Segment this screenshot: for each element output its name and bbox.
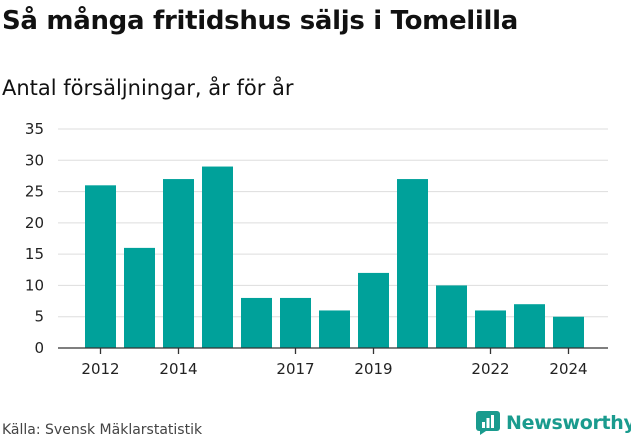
y-tick-label: 0 <box>34 339 44 357</box>
chart-title: Så många fritidshus säljs i Tomelilla <box>2 6 518 36</box>
bar-2013 <box>124 247 155 348</box>
y-tick-label: 35 <box>25 120 44 138</box>
y-tick-label: 15 <box>25 245 44 263</box>
bar-chart: 0 5 10 15 20 25 30 35 2012 2014 2017 2019 2022 2024 <box>25 120 608 378</box>
brand-logo: Newsworthy <box>476 408 631 438</box>
bar-2018 <box>319 310 350 348</box>
x-tick-label: 2024 <box>549 360 587 378</box>
x-tick-label: 2014 <box>159 360 197 378</box>
bar-2019 <box>358 272 389 348</box>
y-tick-label: 30 <box>25 151 44 169</box>
brand-name: Newsworthy <box>506 412 631 434</box>
axes: 0 5 10 15 20 25 30 35 2012 2014 2017 2019 2022 2024 <box>25 120 608 378</box>
bar-2022 <box>475 310 506 348</box>
bar-2020 <box>397 179 428 348</box>
newsworthy-logo-icon <box>476 411 500 435</box>
x-tick-label: 2017 <box>276 360 314 378</box>
y-tick-label: 10 <box>25 276 44 294</box>
bar-2024 <box>553 316 584 348</box>
x-tick-label: 2019 <box>354 360 392 378</box>
y-tick-label: 20 <box>25 214 44 232</box>
bar-2017 <box>280 297 311 348</box>
bar-2015 <box>202 166 233 348</box>
bar-2023 <box>514 304 545 348</box>
bar-2012 <box>85 185 116 348</box>
y-tick-label: 25 <box>25 183 44 201</box>
bar-2021 <box>436 285 467 348</box>
source-note: Källa: Svensk Mäklarstatistik <box>2 422 203 438</box>
bar-2014 <box>163 179 194 348</box>
chart-subtitle: Antal försäljningar, år för år <box>2 76 294 100</box>
y-tick-label: 5 <box>34 308 44 326</box>
x-tick-label: 2012 <box>81 360 119 378</box>
bar-2016 <box>241 297 272 348</box>
bars <box>85 166 584 348</box>
x-tick-label: 2022 <box>471 360 509 378</box>
